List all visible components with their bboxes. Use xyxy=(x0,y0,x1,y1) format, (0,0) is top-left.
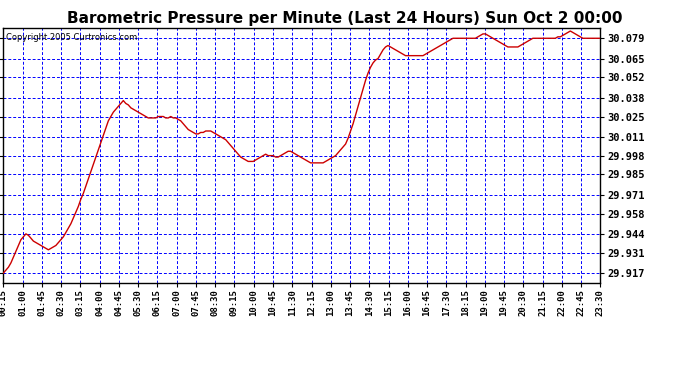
Text: Copyright 2005 Curtronics.com: Copyright 2005 Curtronics.com xyxy=(6,33,138,42)
Text: Barometric Pressure per Minute (Last 24 Hours) Sun Oct 2 00:00: Barometric Pressure per Minute (Last 24 … xyxy=(67,11,623,26)
